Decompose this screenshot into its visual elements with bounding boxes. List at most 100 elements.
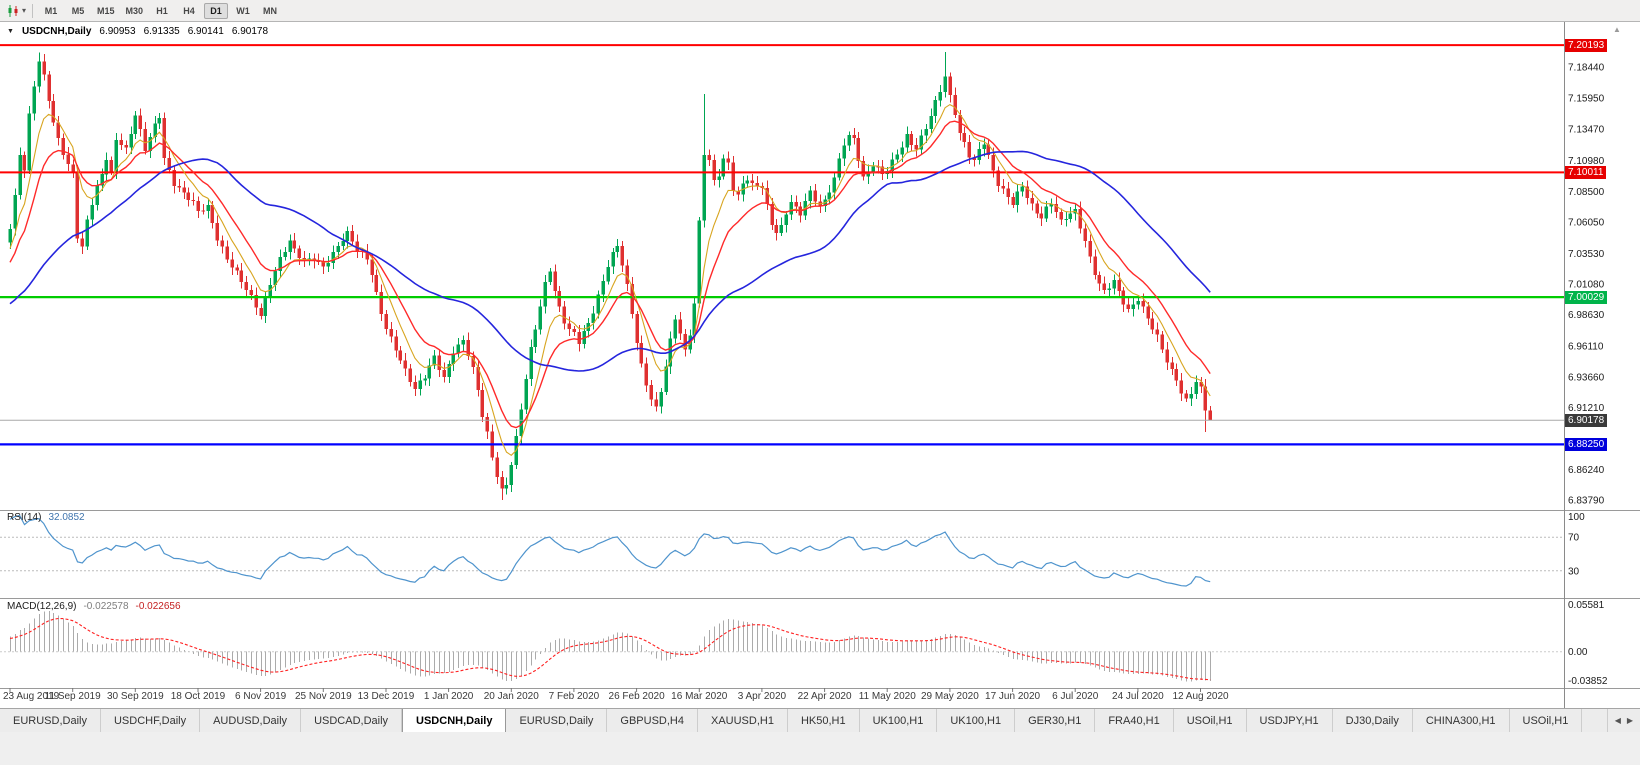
date-axis-label: 12 Aug 2020 <box>1172 691 1229 702</box>
candle-body <box>466 340 470 356</box>
date-axis-label: 20 Jan 2020 <box>483 691 539 702</box>
candle-body <box>635 314 639 343</box>
chart-tab-usoil-h1[interactable]: USOil,H1 <box>1174 709 1247 732</box>
chart-tab-usdcnh-daily[interactable]: USDCNH,Daily <box>402 709 507 732</box>
candle-body <box>13 194 17 229</box>
chart-tab-audusd-daily[interactable]: AUDUSD,Daily <box>200 709 302 732</box>
low-value: 6.90141 <box>187 26 224 37</box>
candle-body <box>1194 382 1198 394</box>
chevron-down-icon[interactable]: ▾ <box>22 6 27 15</box>
candle-body <box>1136 301 1140 305</box>
candle-body <box>485 416 489 432</box>
candle-body <box>808 190 812 201</box>
candle-body <box>292 240 296 249</box>
scroll-right-icon[interactable]: ▶ <box>1626 716 1633 725</box>
candle-body <box>702 155 706 221</box>
date-axis-label: 11 May 2020 <box>858 691 916 702</box>
timeframe-button-m5[interactable]: M5 <box>71 5 85 16</box>
candle-body <box>871 166 875 172</box>
price-axis-label: 7.13470 <box>1568 125 1605 136</box>
candle-body <box>1078 209 1082 229</box>
candle-body <box>861 161 865 177</box>
candle-body <box>1184 393 1188 399</box>
timeframe-button-h4[interactable]: H4 <box>183 5 195 16</box>
price-axis-label: 7.15950 <box>1568 94 1605 105</box>
date-axis-label: 22 Apr 2020 <box>797 691 852 702</box>
candle-body <box>254 295 258 308</box>
price-axis-label: 7.08500 <box>1568 187 1605 198</box>
candle-body <box>196 200 200 211</box>
rsi-axis-label: 70 <box>1568 533 1580 544</box>
chart-tab-eurusd-daily[interactable]: EURUSD,Daily <box>0 709 101 732</box>
open-value: 6.90953 <box>99 26 136 37</box>
candle-body <box>244 281 248 290</box>
timeframe-button-m1[interactable]: M1 <box>44 5 58 16</box>
candle-body <box>779 225 783 233</box>
chart-tab-usoil-h1[interactable]: USOil,H1 <box>1510 709 1583 732</box>
chart-tab-ger30-h1[interactable]: GER30,H1 <box>1015 709 1096 732</box>
candle-body <box>143 129 147 151</box>
candle-body <box>1059 212 1063 220</box>
timeframe-button-m30[interactable]: M30 <box>125 5 144 16</box>
candle-body <box>1179 380 1183 394</box>
one-click-trading-icon[interactable]: ▼ <box>7 28 14 35</box>
chart-tab-uk100-h1[interactable]: UK100,H1 <box>937 709 1016 732</box>
chart-tab-hk50-h1[interactable]: HK50,H1 <box>788 709 860 732</box>
chart-tabs: EURUSD,Daily USDCHF,Daily AUDUSD,Daily USDC… <box>0 709 1583 732</box>
candles-layer <box>8 51 1212 501</box>
date-axis-label: 26 Feb 2020 <box>608 691 665 702</box>
chart-tab-dj30-daily[interactable]: DJ30,Daily <box>1333 709 1413 732</box>
date-axis-label: 23 Aug 2019 <box>3 691 60 702</box>
scroll-up-icon[interactable]: ▲ <box>1613 25 1621 34</box>
candle-body <box>398 350 402 361</box>
candle-body <box>692 303 696 336</box>
candle-body <box>129 134 133 148</box>
chart-tab-uk100-h1[interactable]: UK100,H1 <box>860 709 938 732</box>
candle-body <box>413 382 417 390</box>
candle-body <box>717 176 721 181</box>
candle-body <box>529 346 533 380</box>
chart-canvas[interactable]: 7.18440 7.15950 7.13470 7.10980 7.08500 7.060… <box>0 22 1640 708</box>
candle-body <box>18 154 22 195</box>
candlestick-chart-icon[interactable] <box>6 4 20 18</box>
chart-tab-usdchf-daily[interactable]: USDCHF,Daily <box>101 709 201 732</box>
price-axis-label: 6.86240 <box>1568 465 1605 476</box>
candle-body <box>51 101 55 123</box>
candle-body <box>365 251 369 260</box>
period-toolbar: ▾ M1 M5 M15 M30 H1 H4 D1 W1 MN <box>0 0 1640 22</box>
scroll-left-icon[interactable]: ◀ <box>1614 716 1621 725</box>
chart-tab-china300-h1[interactable]: CHINA300,H1 <box>1413 709 1510 732</box>
chart-tab-xauusd-h1[interactable]: XAUUSD,H1 <box>698 709 788 732</box>
candle-body <box>784 214 788 226</box>
candle-body <box>321 261 325 267</box>
price-axis-label: 6.83790 <box>1568 496 1605 507</box>
candle-body <box>32 86 36 114</box>
date-axis-label: 7 Feb 2020 <box>548 691 600 702</box>
chart-tab-usdcad-daily[interactable]: USDCAD,Daily <box>301 709 403 732</box>
chart-tab-usdjpy-h1[interactable]: USDJPY,H1 <box>1247 709 1333 732</box>
timeframe-button-mn[interactable]: MN <box>263 5 278 16</box>
candle-body <box>1141 301 1145 307</box>
candle-body <box>379 291 383 314</box>
chart-tab-gbpusd-h4[interactable]: GBPUSD,H4 <box>607 709 698 732</box>
date-axis-label: 6 Nov 2019 <box>235 691 287 702</box>
candle-body <box>789 201 793 215</box>
chart-tab-fra40-h1[interactable]: FRA40,H1 <box>1095 709 1174 732</box>
candle-body <box>423 378 427 381</box>
timeframe-button-w1[interactable]: W1 <box>236 5 250 16</box>
candle-body <box>504 484 508 489</box>
candlestick-chart-icon-svg <box>8 4 18 17</box>
date-axis-label: 30 Sep 2019 <box>106 691 164 702</box>
timeframe-button-d1[interactable]: D1 <box>204 2 229 19</box>
candle-body <box>1165 349 1169 363</box>
ma-line-medium-red <box>9 120 1211 429</box>
candle-body <box>336 246 340 252</box>
candle-body <box>1174 368 1178 381</box>
timeframe-button-m15[interactable]: M15 <box>97 5 115 16</box>
timeframe-button-h1[interactable]: H1 <box>156 5 168 16</box>
candle-body <box>119 140 123 146</box>
candle-body <box>765 188 769 204</box>
candle-body <box>673 319 677 339</box>
candle-body <box>726 158 730 163</box>
chart-tab-eurusd-daily[interactable]: EURUSD,Daily <box>506 709 608 732</box>
